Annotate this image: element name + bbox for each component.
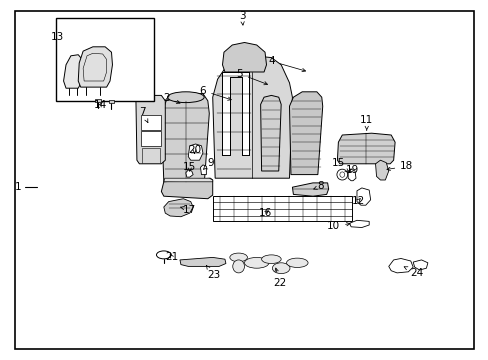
Polygon shape — [200, 165, 206, 175]
Text: 11: 11 — [359, 114, 373, 130]
Text: 15: 15 — [331, 158, 348, 173]
Polygon shape — [95, 99, 101, 102]
Polygon shape — [212, 56, 292, 178]
Ellipse shape — [244, 257, 268, 268]
Polygon shape — [289, 92, 322, 175]
Polygon shape — [188, 144, 203, 160]
Text: 7: 7 — [139, 107, 148, 123]
Polygon shape — [142, 148, 160, 163]
Ellipse shape — [232, 260, 244, 273]
Text: 23: 23 — [206, 265, 220, 280]
Polygon shape — [78, 47, 112, 87]
Text: 22: 22 — [272, 268, 286, 288]
Polygon shape — [136, 95, 165, 164]
Text: 21: 21 — [165, 252, 179, 262]
Ellipse shape — [286, 258, 307, 267]
Ellipse shape — [272, 263, 289, 274]
Text: 13: 13 — [51, 32, 64, 42]
Polygon shape — [260, 95, 281, 171]
Polygon shape — [163, 199, 193, 217]
Text: 12: 12 — [350, 196, 364, 206]
Polygon shape — [356, 188, 370, 205]
Bar — [56, 18, 154, 101]
Text: 1: 1 — [15, 182, 22, 192]
Polygon shape — [161, 178, 212, 199]
Text: 9: 9 — [203, 158, 213, 169]
Polygon shape — [161, 94, 209, 182]
Text: 4: 4 — [267, 56, 305, 72]
Ellipse shape — [336, 169, 347, 180]
Polygon shape — [63, 55, 82, 88]
Ellipse shape — [261, 255, 281, 264]
Polygon shape — [83, 53, 106, 81]
Polygon shape — [222, 42, 266, 72]
Polygon shape — [141, 115, 161, 130]
Text: 17: 17 — [180, 204, 196, 215]
Text: 10: 10 — [326, 221, 349, 231]
Text: 20: 20 — [188, 145, 201, 155]
Polygon shape — [349, 220, 368, 228]
Polygon shape — [222, 72, 249, 155]
Polygon shape — [185, 170, 193, 177]
Polygon shape — [108, 100, 114, 103]
Text: 15: 15 — [183, 162, 196, 172]
Text: 19: 19 — [345, 165, 358, 175]
Text: 3: 3 — [238, 11, 245, 25]
Text: 5: 5 — [236, 69, 267, 85]
Polygon shape — [337, 133, 394, 164]
Polygon shape — [375, 160, 388, 180]
Ellipse shape — [156, 251, 171, 259]
Polygon shape — [163, 178, 212, 182]
Ellipse shape — [229, 253, 247, 262]
Text: 18: 18 — [386, 161, 413, 171]
Text: 8: 8 — [313, 181, 323, 192]
Text: 2: 2 — [163, 93, 180, 103]
Polygon shape — [412, 260, 427, 270]
Ellipse shape — [167, 92, 204, 103]
Polygon shape — [292, 183, 328, 196]
Text: 16: 16 — [258, 208, 271, 218]
Text: 6: 6 — [199, 86, 231, 100]
Polygon shape — [212, 196, 351, 221]
Text: 24: 24 — [404, 267, 423, 278]
Polygon shape — [347, 169, 355, 181]
Polygon shape — [388, 258, 412, 273]
Text: 14: 14 — [93, 100, 107, 110]
Polygon shape — [180, 257, 225, 266]
Polygon shape — [141, 131, 161, 146]
Ellipse shape — [339, 172, 344, 177]
